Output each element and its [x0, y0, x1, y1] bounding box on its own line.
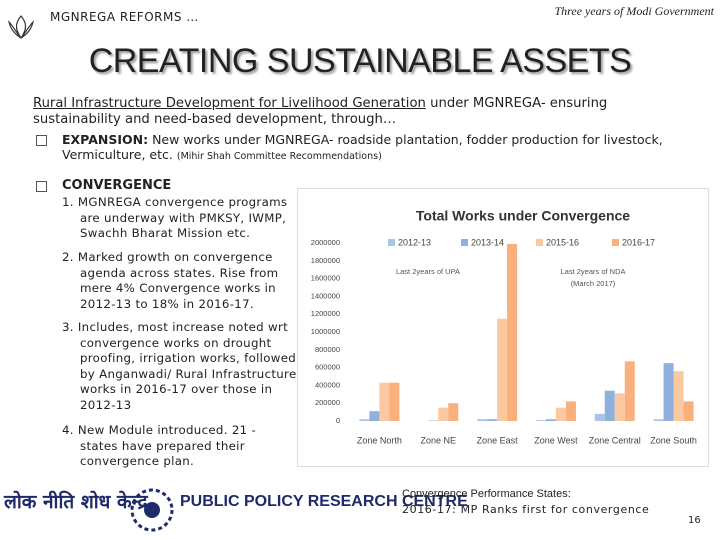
- header-left: MGNREGA REFORMS …: [50, 10, 199, 24]
- slide-title: CREATING SUSTAINABLE ASSETS: [88, 42, 632, 80]
- bar: [379, 382, 390, 421]
- intro: Rural Infrastructure Development for Liv…: [33, 96, 693, 128]
- list-item: 3. Includes, most increase noted wrt con…: [62, 320, 297, 412]
- expansion-text: New works under MGNREGA- roadside planta…: [62, 132, 663, 162]
- bullet: [36, 135, 47, 146]
- bar: [663, 363, 674, 421]
- bullet: [36, 181, 47, 192]
- legend-swatch: [536, 239, 543, 246]
- bar: [673, 371, 684, 421]
- y-tick-label: 1600000: [311, 274, 340, 283]
- y-tick-label: 1800000: [311, 256, 340, 265]
- x-tick-label: Zone South: [650, 435, 697, 445]
- intro-underlined: Rural Infrastructure Development for Liv…: [33, 96, 426, 111]
- legend-swatch: [461, 239, 468, 246]
- list-item: 1. MGNREGA convergence programs are unde…: [62, 195, 288, 240]
- expansion-note: (Mihir Shah Committee Recommendations): [176, 151, 382, 162]
- annotation: Last 2years of UPA: [396, 267, 460, 276]
- bar: [535, 420, 546, 421]
- y-tick-label: 800000: [315, 345, 340, 354]
- list-item: 4. New Module introduced. 21 - states ha…: [62, 423, 257, 468]
- bar: [653, 419, 664, 421]
- bar: [683, 401, 694, 421]
- bar: [507, 243, 518, 421]
- bar: [614, 393, 625, 421]
- bar: [448, 403, 459, 421]
- bar: [555, 407, 566, 421]
- bar: [565, 401, 576, 421]
- bar: [594, 413, 605, 421]
- annotation: (March 2017): [571, 279, 616, 288]
- legend-label: 2013-14: [471, 237, 504, 247]
- bar: [389, 382, 400, 421]
- x-tick-label: Zone Central: [589, 435, 641, 445]
- y-tick-label: 1000000: [311, 327, 340, 336]
- legend-swatch: [612, 239, 619, 246]
- performance-title: Convergence Performance States:: [402, 488, 571, 500]
- y-tick-label: 0: [336, 416, 340, 425]
- y-tick-label: 200000: [315, 398, 340, 407]
- party-logo: [7, 15, 35, 40]
- legend-swatch: [388, 239, 395, 246]
- footer-hindi: लोक नीति शोध केन्द्र: [4, 491, 148, 513]
- legend-label: 2015-16: [546, 237, 579, 247]
- expansion-head: EXPANSION:: [62, 132, 149, 147]
- y-tick-label: 400000: [315, 380, 340, 389]
- y-tick-label: 1400000: [311, 291, 340, 300]
- performance-text: 2016-17: MP Ranks first for convergence: [402, 503, 650, 516]
- bar: [624, 361, 635, 421]
- footer-english: PUBLIC POLICY RESEARCH CENTRE: [180, 493, 468, 510]
- bar: [369, 411, 380, 421]
- bar: [545, 419, 556, 421]
- legend-label: 2016-17: [622, 237, 655, 247]
- legend-label: 2012-13: [398, 237, 431, 247]
- page-number: 16: [688, 515, 701, 526]
- x-tick-label: Zone North: [357, 435, 402, 445]
- convergence-head: CONVERGENCE: [62, 178, 172, 193]
- chart: Total Works under Convergence 0 200000 4000…: [297, 188, 709, 467]
- x-tick-label: Zone West: [534, 435, 578, 445]
- list-item: 2. Marked growth on convergence agenda a…: [62, 250, 279, 311]
- footer-emblem: [130, 488, 174, 532]
- bar: [487, 419, 498, 421]
- bar: [604, 390, 615, 421]
- chart-title: Total Works under Convergence: [416, 208, 630, 224]
- y-tick-label: 600000: [315, 363, 340, 372]
- bar: [438, 407, 449, 421]
- x-tick-label: Zone East: [477, 435, 519, 445]
- bar: [477, 419, 488, 421]
- y-tick-label: 2000000: [311, 238, 340, 247]
- bar: [359, 419, 370, 421]
- expansion: EXPANSION: New works under MGNREGA- road…: [62, 132, 702, 164]
- annotation: Last 2years of NDA: [560, 267, 625, 276]
- header-right: Three years of Modi Government: [554, 4, 714, 18]
- x-tick-label: Zone NE: [420, 435, 456, 445]
- y-tick-label: 1200000: [311, 309, 340, 318]
- intro-rest: under MGNREGA- ensuring sustainability a…: [33, 96, 608, 127]
- bar: [497, 318, 508, 421]
